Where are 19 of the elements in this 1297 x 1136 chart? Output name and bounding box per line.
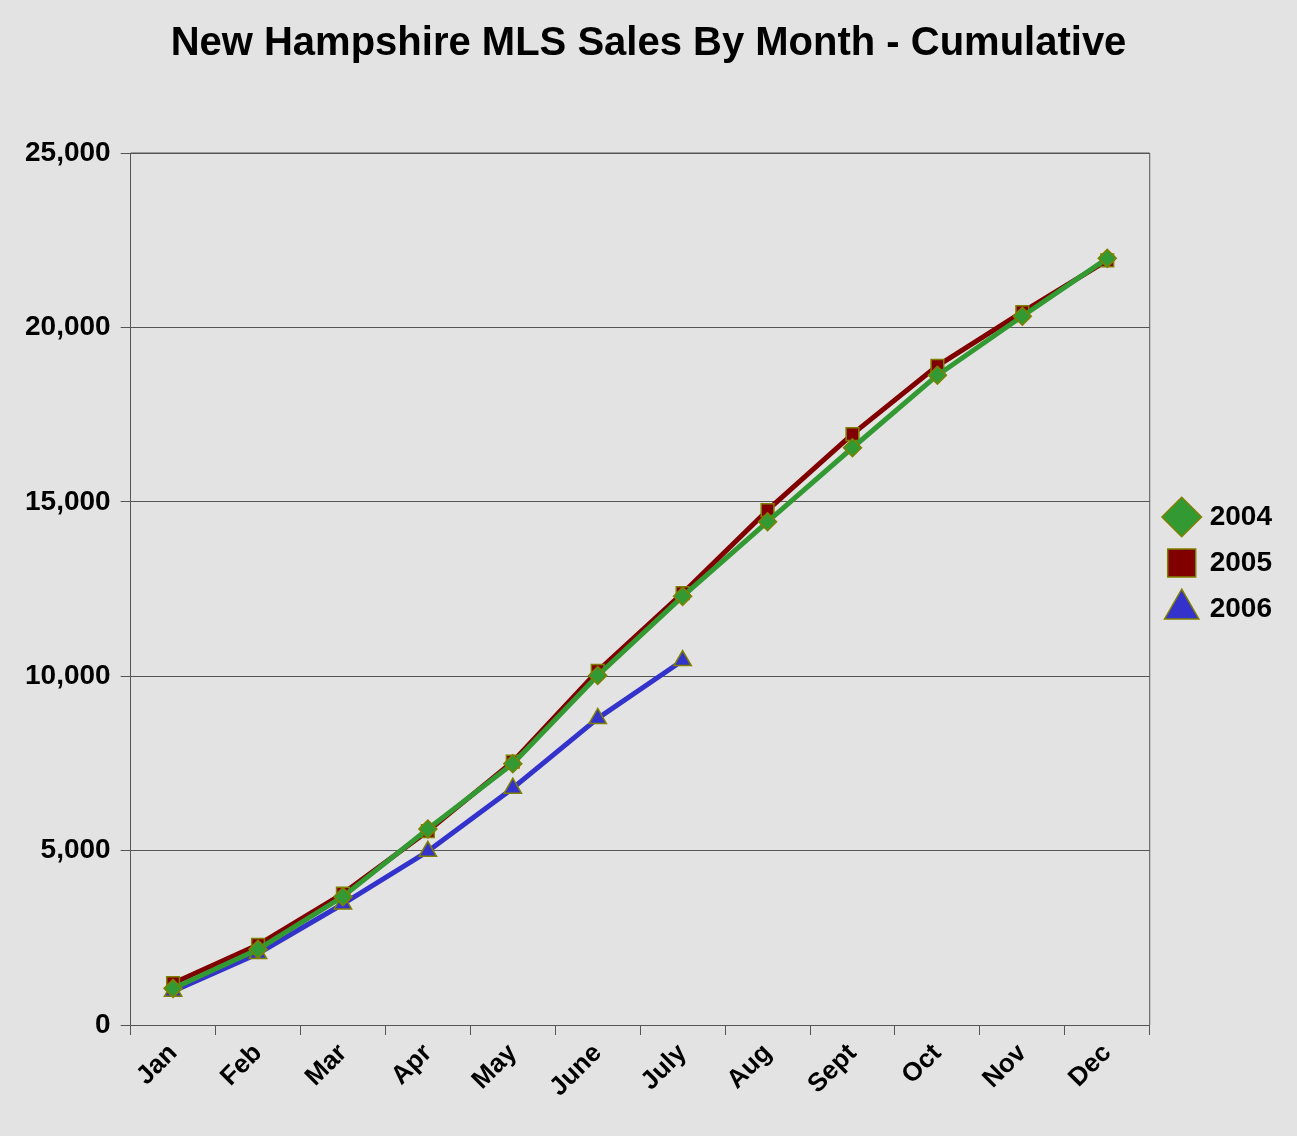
y-tick-label: 20,000 [25,310,111,342]
x-tick-label: Nov [975,1036,1033,1094]
x-tick-label: Oct [894,1036,947,1090]
x-tick-label: Jan [129,1037,183,1091]
y-tick-label: 10,000 [25,658,111,690]
legend-label: 2005 [1209,545,1273,577]
x-tick-label: Mar [298,1037,353,1092]
y-tick-label: 25,000 [25,135,111,167]
legend-label: 2004 [1209,499,1273,531]
x-tick-label: May [465,1036,523,1095]
x-tick-label: Dec [1061,1037,1117,1093]
y-tick-label: 15,000 [25,484,111,516]
x-tick-label: Apr [384,1037,438,1091]
y-tick-label: 0 [95,1007,111,1039]
x-tick-label: Aug [719,1037,777,1095]
x-tick-label: Feb [213,1037,268,1092]
chart-title: New Hampshire MLS Sales By Month - Cumulative [170,19,1127,64]
legend-label: 2006 [1209,591,1273,623]
y-tick-label: 5,000 [40,833,111,865]
